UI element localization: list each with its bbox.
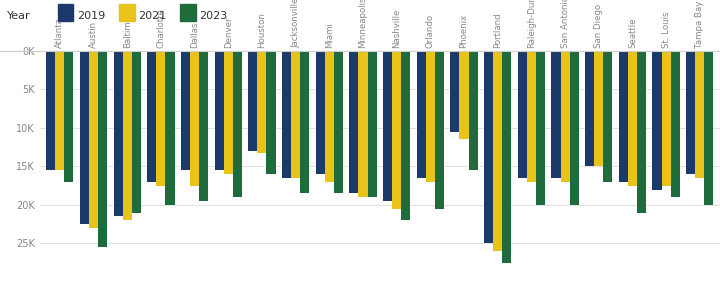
Text: 2019: 2019 <box>77 10 105 21</box>
Bar <box>383 51 392 201</box>
Bar <box>459 51 469 139</box>
Bar <box>147 51 156 182</box>
Bar <box>89 51 98 228</box>
Bar <box>266 51 276 174</box>
Bar <box>484 51 493 243</box>
Bar <box>282 51 291 178</box>
Bar <box>291 51 300 178</box>
Bar <box>552 51 560 178</box>
Bar <box>181 51 190 170</box>
Bar <box>401 51 410 220</box>
Bar <box>367 51 377 197</box>
Bar <box>300 51 309 193</box>
Bar <box>536 51 545 205</box>
Bar <box>132 51 141 213</box>
Bar <box>686 51 696 174</box>
Bar <box>503 51 511 263</box>
Bar <box>349 51 359 193</box>
Bar <box>190 51 199 186</box>
Bar <box>435 51 444 209</box>
Bar <box>334 51 343 193</box>
Bar <box>560 51 570 182</box>
Bar <box>392 51 401 209</box>
Bar <box>426 51 435 182</box>
Bar <box>248 51 257 151</box>
Bar <box>156 51 166 186</box>
Text: 2023: 2023 <box>199 10 228 21</box>
Bar <box>469 51 477 170</box>
Bar <box>585 51 594 166</box>
Bar <box>696 51 704 178</box>
Bar <box>325 51 334 182</box>
Bar <box>704 51 714 205</box>
Bar <box>114 51 122 217</box>
Bar <box>518 51 527 178</box>
Bar <box>417 51 426 178</box>
Bar <box>257 51 266 153</box>
Bar <box>637 51 646 213</box>
Bar <box>199 51 208 201</box>
Bar <box>570 51 579 205</box>
Text: 2021: 2021 <box>138 10 166 21</box>
Bar <box>224 51 233 174</box>
Bar <box>493 51 503 251</box>
Bar <box>603 51 613 182</box>
Bar <box>98 51 107 247</box>
Bar <box>618 51 628 182</box>
Bar <box>315 51 325 174</box>
Bar <box>359 51 367 197</box>
Bar <box>122 51 132 220</box>
Bar <box>64 51 73 182</box>
Text: Year: Year <box>7 10 31 21</box>
Bar <box>527 51 536 182</box>
Bar <box>233 51 242 197</box>
Bar <box>215 51 224 170</box>
Bar <box>628 51 637 186</box>
Bar <box>451 51 459 132</box>
Bar <box>166 51 174 205</box>
Bar <box>55 51 64 170</box>
Bar <box>652 51 662 190</box>
Bar <box>80 51 89 224</box>
Bar <box>662 51 670 186</box>
Bar <box>670 51 680 197</box>
Bar <box>594 51 603 166</box>
Bar <box>46 51 55 170</box>
